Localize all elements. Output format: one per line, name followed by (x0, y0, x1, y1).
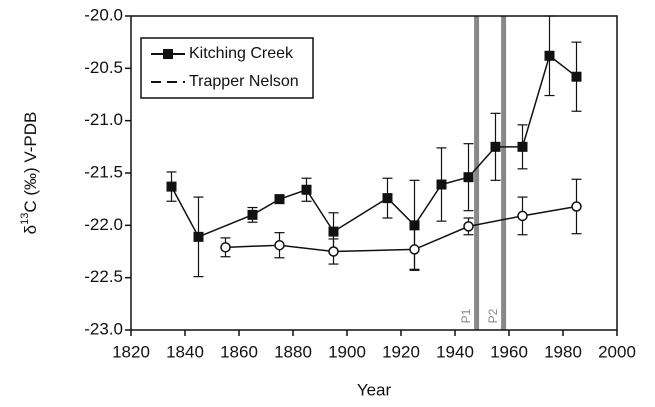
x-tick-label: 1880 (274, 342, 312, 361)
marker (328, 246, 339, 257)
marker (409, 220, 420, 231)
marker (274, 239, 285, 251)
x-tick-label: 1900 (328, 342, 366, 361)
x-tick-label: 1840 (166, 342, 204, 361)
y-tick-label: -21.0 (84, 110, 123, 129)
y-tick-label: -20.5 (84, 58, 123, 77)
marker (571, 201, 582, 212)
legend-label: Kitching Creek (189, 45, 294, 62)
marker (328, 226, 339, 237)
marker (166, 181, 177, 192)
y-tick-label: -22.0 (84, 215, 123, 234)
marker (544, 50, 555, 61)
x-tick-label: 1920 (382, 342, 420, 361)
marker (274, 194, 285, 205)
marker (382, 193, 393, 204)
period-label: P1 (459, 308, 473, 323)
marker (247, 209, 258, 220)
y-tick-label: -23.0 (84, 319, 123, 338)
marker (220, 242, 231, 253)
y-tick-label: -22.5 (84, 267, 123, 286)
x-tick-label: 1940 (436, 342, 474, 361)
marker (301, 184, 312, 195)
legend-label: Trapper Nelson (189, 73, 299, 90)
marker (463, 172, 474, 183)
x-tick-label: 1980 (544, 342, 582, 361)
marker (409, 244, 420, 255)
marker (490, 141, 501, 152)
y-tick-label: -20.0 (84, 5, 123, 24)
x-tick-label: 1860 (220, 342, 258, 361)
x-tick-label: 2000 (598, 342, 636, 361)
marker (463, 221, 474, 232)
x-tick-label: 1960 (490, 342, 528, 361)
y-axis-label: δ13C (‰) V-PDB (19, 112, 41, 235)
marker (193, 231, 204, 242)
x-axis-label: Year (357, 380, 392, 399)
marker (571, 71, 582, 82)
y-label-part: C (‰) V-PDB (21, 112, 40, 213)
legend-box (140, 37, 314, 99)
x-tick-label: 1820 (112, 342, 150, 361)
marker (517, 210, 528, 222)
marker (517, 141, 528, 152)
marker (436, 179, 447, 190)
y-label-superscript: 13 (19, 213, 31, 225)
legend-marker (163, 49, 173, 59)
y-label-part: δ (21, 225, 40, 234)
period-label: P2 (486, 308, 500, 323)
y-tick-label: -21.5 (84, 162, 123, 181)
